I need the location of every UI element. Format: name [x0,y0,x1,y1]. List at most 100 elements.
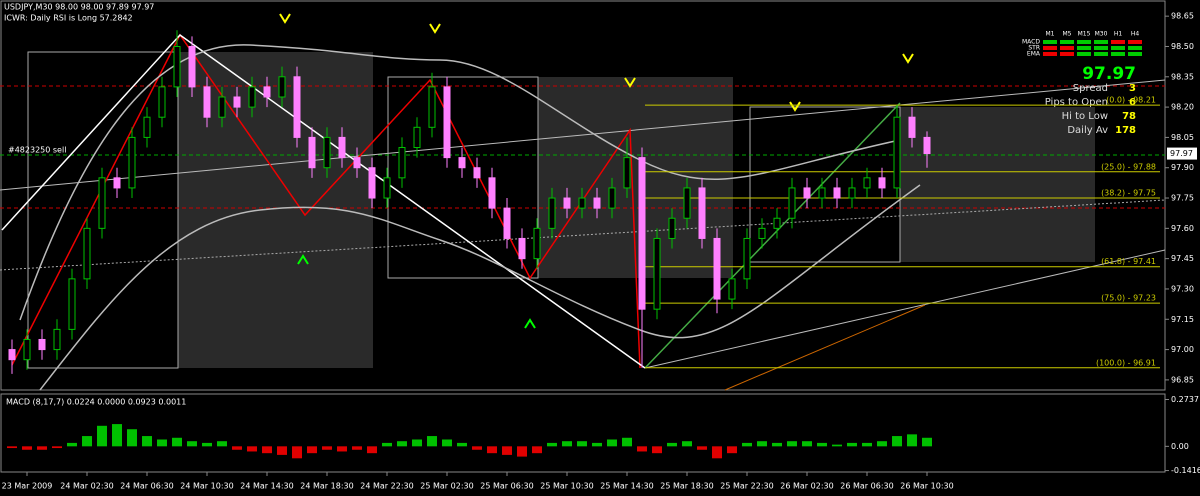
macd-bar [712,446,722,459]
grid-cell [1043,52,1057,56]
candle-body [908,116,916,138]
price-tag [1167,147,1197,160]
symbol-line: USDJPY,M30 98.00 98.00 97.89 97.97 [4,3,154,12]
candle-body [653,237,661,310]
candle-body [608,187,616,209]
x-tick-label: 23 Mar 2009 [2,482,53,491]
candle-body [368,167,376,199]
grid-cell [1077,46,1091,50]
grid-cell [1077,40,1091,44]
macd-bar [277,446,287,455]
grid-column: H4 [1131,31,1140,38]
candle-body [23,338,31,361]
macd-bar [742,442,752,447]
candle-body [218,96,226,118]
signal-arrows [279,13,914,329]
candle-body [413,126,421,149]
macd-bar [922,437,932,447]
macd-bar [22,446,32,450]
y-tick-label: 97.75 [1171,194,1194,203]
candle-body [578,197,586,209]
y-tick-label: 98.35 [1171,72,1194,81]
macd-bar [52,446,62,449]
y-tick-label: 0.00 [1171,442,1189,451]
macd-bar [367,446,377,454]
macd-bar [592,442,602,447]
x-tick-label: 24 Mar 02:30 [60,482,113,491]
candle-body [338,136,346,159]
candle-body [248,86,256,108]
x-tick-label: 25 Mar 18:30 [660,482,713,491]
macd-bar [802,441,812,447]
fib-label: (38.2) - 97.75 [1101,189,1156,198]
macd-bar [757,441,767,447]
candle-body [128,136,136,189]
candle-body [443,86,451,159]
y-tick-label: 98.65 [1171,12,1194,21]
candle-body [473,167,481,179]
x-tick-label: 26 Mar 10:30 [900,482,953,491]
candle-body [668,217,676,239]
fib-label: (25.0) - 97.88 [1101,162,1156,171]
range-boxes [27,51,1095,369]
candle-body [383,177,391,199]
candle-body [758,227,766,239]
macd-bar [457,442,467,447]
candle-body [203,86,211,118]
macd-bar [877,441,887,447]
macd-bar [727,446,737,454]
candle-body [38,338,46,351]
candle-body [728,278,736,300]
candle-body [233,96,241,108]
candle-body [488,177,496,209]
candle-body [878,177,886,189]
grid-cell [1077,52,1091,56]
candle-body [8,349,16,361]
candle-body [158,86,166,118]
candle-body [353,157,361,169]
y-tick-label: 98.05 [1171,133,1194,142]
macd-bar [67,442,77,447]
grid-cell [1060,52,1074,56]
candle-body [818,187,826,199]
candle-body [143,116,151,138]
grid-cell [1060,46,1074,50]
candle-body [308,136,316,169]
y-tick-label: 97.30 [1171,284,1194,293]
candle-body [833,187,841,199]
candle-body [713,237,721,300]
macd-bar [547,442,557,447]
macd-bar [562,441,572,447]
grid-cell [1128,46,1142,50]
macd-bar [787,441,797,447]
macd-bar [772,442,782,447]
candle-body [863,177,871,189]
macd-bar [502,446,512,455]
y-tick-label: 97.15 [1171,315,1194,324]
grid-cell [1128,52,1142,56]
macd-bar [907,434,917,447]
grid-cell [1111,46,1125,50]
candle-body [803,187,811,199]
grid-column: M5 [1063,31,1072,38]
macd-bar [697,446,707,450]
candle-body [263,86,271,98]
candle-body [788,187,796,219]
macd-bar [442,439,452,447]
grid-cell [1094,52,1108,56]
macd-bar [172,437,182,447]
candle-body [893,116,901,189]
info-value: 78 [1122,111,1136,122]
macd-bar [832,444,842,447]
candle-body [458,157,466,169]
x-tick-label: 26 Mar 02:30 [780,482,833,491]
grid-cell [1111,40,1125,44]
macd-bar [187,441,197,447]
candle-body [503,207,511,239]
grid-cell [1111,52,1125,56]
macd-bar [292,446,302,459]
grid-row: MACD [1022,39,1040,46]
macd-bar [127,429,137,447]
x-tick-label: 24 Mar 14:30 [240,482,293,491]
